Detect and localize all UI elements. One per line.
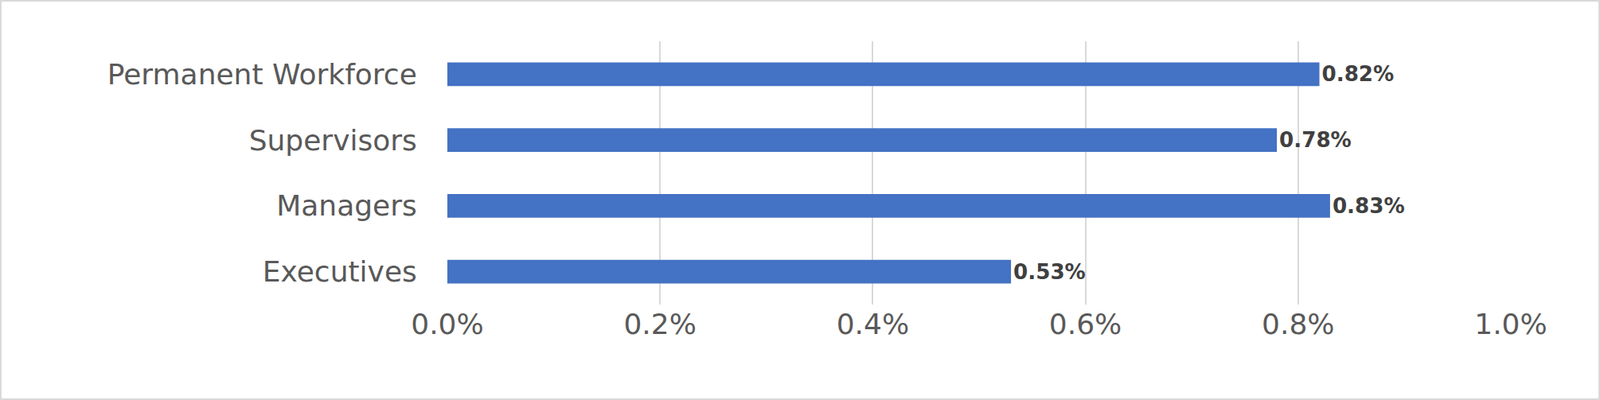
svg-text:0.2%: 0.2% <box>623 308 696 341</box>
svg-text:0.0%: 0.0% <box>410 308 484 341</box>
svg-text:0.8%: 0.8% <box>1261 308 1335 341</box>
svg-text:1.0%: 1.0% <box>1474 308 1547 341</box>
svg-text:0.82%: 0.82% <box>1322 62 1395 86</box>
svg-text:Supervisors: Supervisors <box>249 124 418 157</box>
svg-text:Permanent Workforce: Permanent Workforce <box>107 58 418 91</box>
svg-text:Executives: Executives <box>262 255 418 289</box>
svg-text:0.6%: 0.6% <box>1049 308 1122 341</box>
svg-text:0.78%: 0.78% <box>1279 128 1352 153</box>
svg-text:0.53%: 0.53% <box>1013 260 1086 285</box>
svg-text:Managers: Managers <box>276 189 418 223</box>
svg-text:0.4%: 0.4% <box>836 308 910 341</box>
svg-text:0.83%: 0.83% <box>1332 194 1405 219</box>
